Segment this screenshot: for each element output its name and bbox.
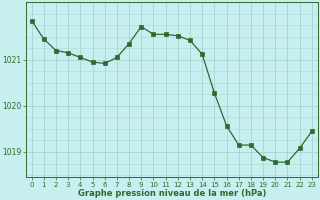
X-axis label: Graphe pression niveau de la mer (hPa): Graphe pression niveau de la mer (hPa) [77,189,266,198]
